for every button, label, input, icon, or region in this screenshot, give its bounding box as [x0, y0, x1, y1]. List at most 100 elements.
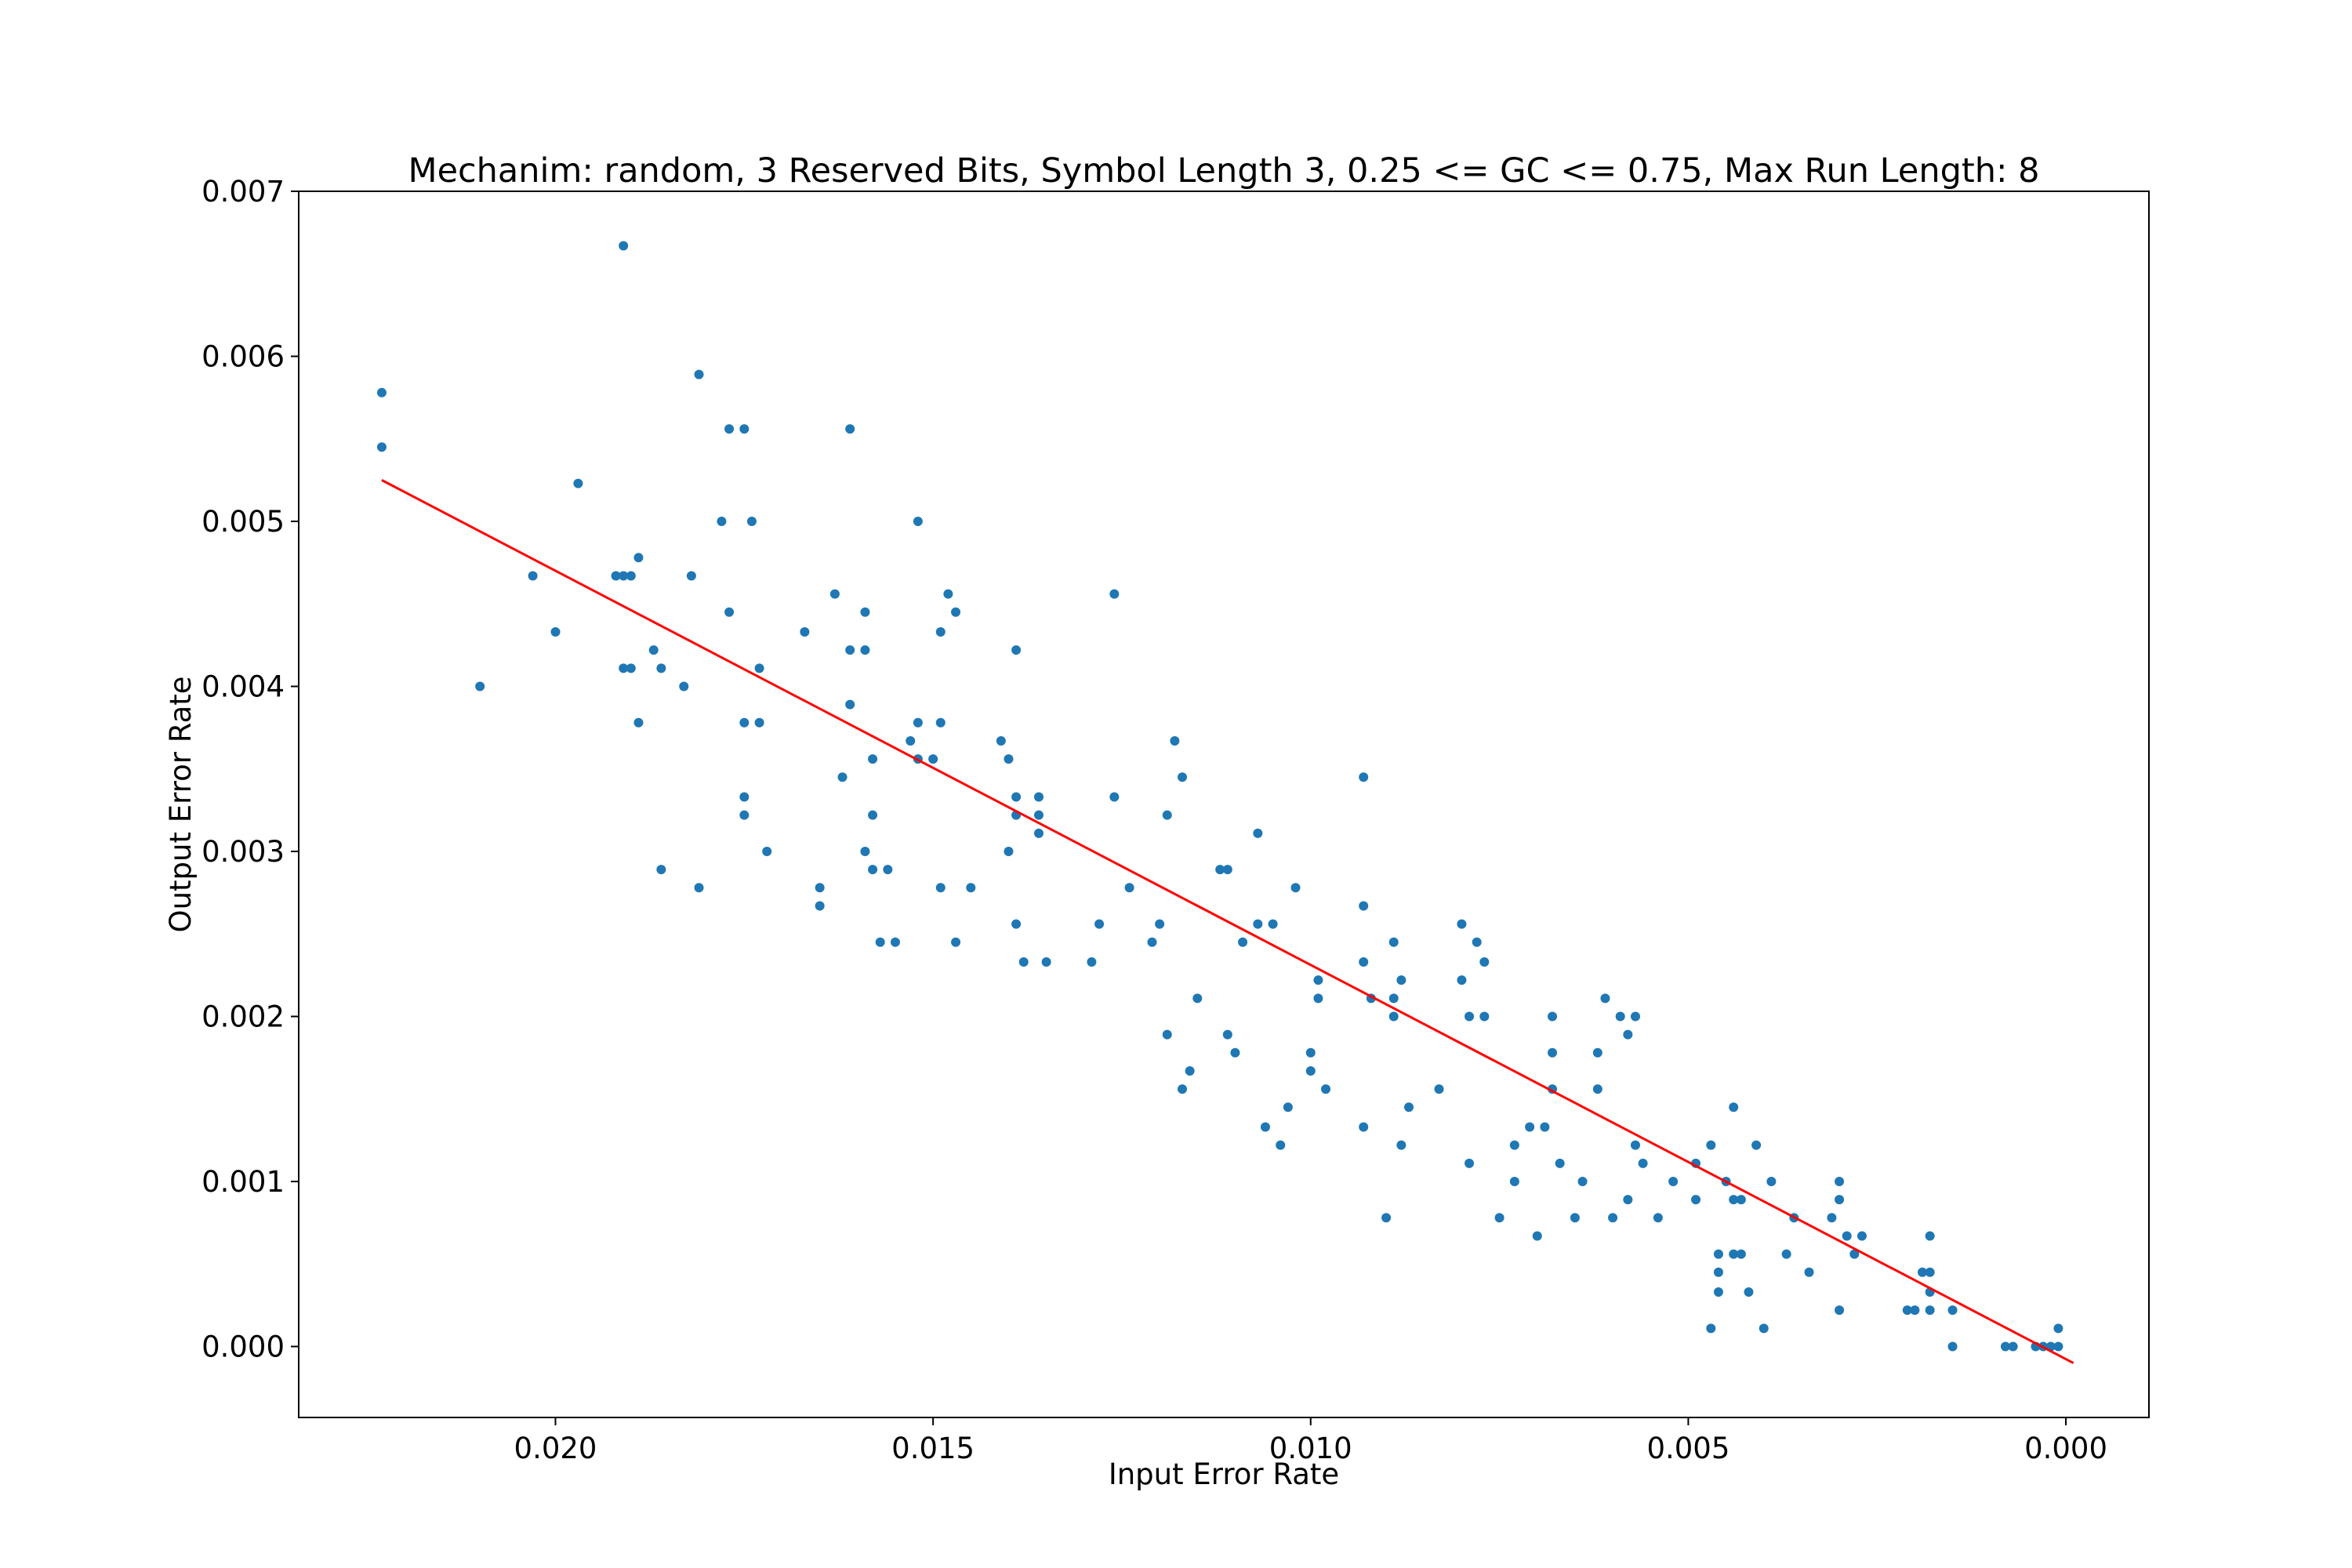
data-point	[845, 645, 855, 655]
data-point	[951, 937, 961, 947]
data-point	[913, 516, 923, 526]
data-point	[1668, 1176, 1679, 1186]
data-point	[1729, 1195, 1739, 1205]
data-point	[739, 717, 750, 728]
data-point	[376, 442, 387, 452]
data-point	[656, 865, 666, 875]
data-point	[376, 387, 387, 397]
data-point	[1396, 975, 1406, 985]
data-point	[875, 937, 885, 947]
data-point	[633, 717, 644, 728]
data-point	[1713, 1267, 1723, 1277]
data-point	[724, 607, 735, 617]
data-point	[1388, 937, 1399, 947]
data-point	[935, 717, 946, 728]
plot-area-frame	[298, 191, 2150, 1418]
data-point	[694, 369, 704, 379]
data-point	[2053, 1341, 2063, 1352]
data-point	[1178, 772, 1188, 782]
data-point	[1623, 1029, 1633, 1040]
data-point	[1766, 1176, 1777, 1186]
data-point	[1094, 919, 1105, 929]
data-point	[619, 571, 629, 581]
data-point	[686, 571, 696, 581]
data-point	[966, 883, 976, 893]
data-point	[1283, 1102, 1293, 1112]
data-point	[1827, 1213, 1837, 1223]
data-point	[1623, 1195, 1633, 1205]
data-point	[1359, 772, 1369, 782]
data-point	[1109, 792, 1120, 802]
data-point	[1509, 1140, 1519, 1150]
data-point	[619, 663, 629, 673]
data-point	[868, 754, 878, 764]
data-point	[762, 846, 772, 856]
data-point	[573, 478, 583, 488]
data-point	[815, 883, 825, 893]
data-point	[1457, 975, 1467, 985]
data-point	[1170, 735, 1180, 746]
data-point	[1087, 957, 1097, 967]
data-point	[1290, 883, 1301, 893]
data-point	[1548, 1011, 1558, 1022]
data-point	[1396, 1140, 1406, 1150]
data-point	[1857, 1231, 1867, 1241]
data-point	[619, 241, 629, 251]
data-point	[1835, 1195, 1845, 1205]
data-point	[868, 865, 878, 875]
data-point	[1804, 1267, 1814, 1277]
data-point	[1222, 865, 1232, 875]
data-point	[1525, 1122, 1535, 1132]
data-point	[1706, 1140, 1716, 1150]
data-point	[1947, 1341, 1958, 1352]
data-point	[1004, 846, 1014, 856]
y-tick-label: 0.006	[201, 339, 285, 373]
data-point	[913, 717, 923, 728]
data-point	[1638, 1158, 1648, 1168]
data-point	[1548, 1047, 1558, 1058]
data-point	[528, 571, 538, 581]
data-point	[1472, 937, 1482, 947]
data-point	[1608, 1213, 1618, 1223]
data-point	[1162, 810, 1172, 820]
data-point	[2008, 1341, 2018, 1352]
data-point	[739, 424, 750, 434]
data-point	[1041, 957, 1051, 967]
data-point	[1713, 1249, 1723, 1259]
data-point	[845, 424, 855, 434]
data-point	[1222, 1029, 1232, 1040]
y-tick-label: 0.001	[201, 1165, 285, 1199]
data-point	[1011, 645, 1022, 655]
data-point	[550, 627, 561, 637]
data-point	[739, 810, 750, 820]
data-point	[1736, 1195, 1746, 1205]
data-point	[928, 754, 938, 764]
data-point	[1918, 1267, 1928, 1277]
data-point	[1155, 919, 1165, 929]
data-point	[1109, 589, 1120, 599]
data-point	[1192, 993, 1203, 1004]
x-tick-label: 0.020	[514, 1432, 597, 1465]
data-point	[1185, 1065, 1195, 1076]
data-point	[860, 846, 870, 856]
data-point	[1011, 919, 1022, 929]
x-tick-label: 0.010	[1269, 1432, 1352, 1465]
data-point	[1925, 1231, 1935, 1241]
data-point	[1359, 901, 1369, 911]
data-point	[1706, 1323, 1716, 1334]
x-axis-label: Input Error Rate	[1109, 1457, 1339, 1491]
data-point	[679, 681, 689, 691]
data-point	[1004, 754, 1014, 764]
data-point	[1313, 993, 1323, 1004]
data-point	[943, 589, 953, 599]
data-point	[754, 663, 764, 673]
data-point	[1230, 1047, 1240, 1058]
data-point	[648, 645, 659, 655]
data-point	[1494, 1213, 1504, 1223]
data-point	[837, 772, 848, 782]
data-point	[1321, 1084, 1331, 1094]
data-point	[1925, 1305, 1935, 1316]
data-point	[1465, 1158, 1475, 1168]
